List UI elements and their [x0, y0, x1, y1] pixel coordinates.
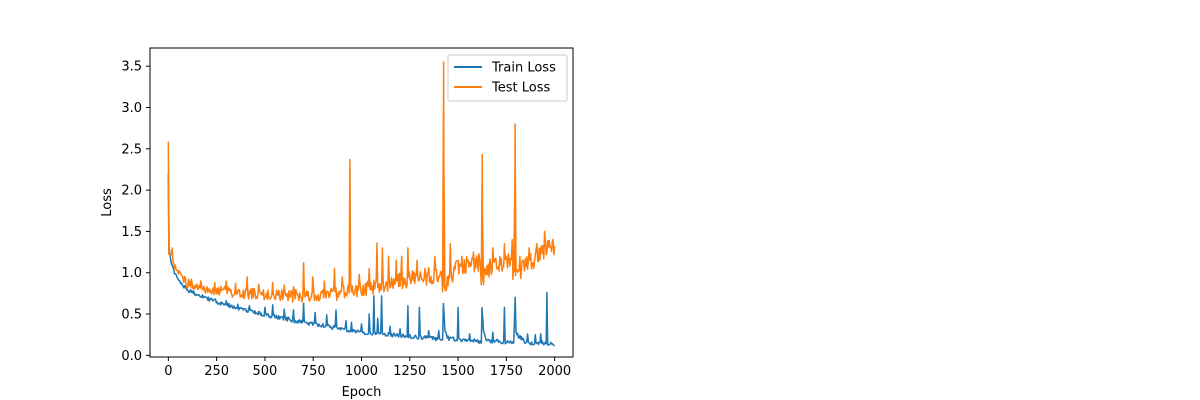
x-axis-label: Epoch — [342, 385, 382, 400]
x-tick-label: 500 — [253, 364, 278, 379]
y-tick-label: 1.0 — [121, 266, 142, 281]
x-tick-label: 750 — [301, 364, 326, 379]
x-tick-label: 1000 — [345, 364, 378, 379]
y-axis-ticks: 0.0 0.5 1.0 1.5 2.0 2.5 3.0 3.5 — [121, 60, 150, 364]
legend: Train Loss Test Loss — [447, 54, 568, 102]
y-tick-label: 2.5 — [121, 142, 142, 157]
y-tick-label: 0.0 — [121, 349, 142, 364]
x-axis-ticks: 0 250 500 750 1000 1250 1500 1750 2000 — [164, 357, 571, 379]
x-tick-label: 0 — [164, 364, 172, 379]
plot-lines — [167, 61, 556, 347]
y-tick-label: 2.0 — [121, 184, 142, 199]
x-tick-label: 2000 — [538, 364, 571, 379]
x-tick-label: 1250 — [393, 364, 426, 379]
x-tick-label: 1500 — [442, 364, 475, 379]
y-tick-label: 1.5 — [121, 225, 142, 240]
legend-label-train-loss: Train Loss — [491, 61, 556, 76]
series-line-test-loss — [167, 61, 556, 303]
y-tick-label: 3.0 — [121, 101, 142, 116]
x-tick-label: 250 — [204, 364, 229, 379]
legend-label-test-loss: Test Loss — [491, 81, 550, 96]
y-tick-label: 0.5 — [121, 308, 142, 323]
x-tick-label: 1750 — [490, 364, 523, 379]
y-axis-label: Loss — [100, 188, 115, 217]
y-tick-label: 3.5 — [121, 60, 142, 75]
